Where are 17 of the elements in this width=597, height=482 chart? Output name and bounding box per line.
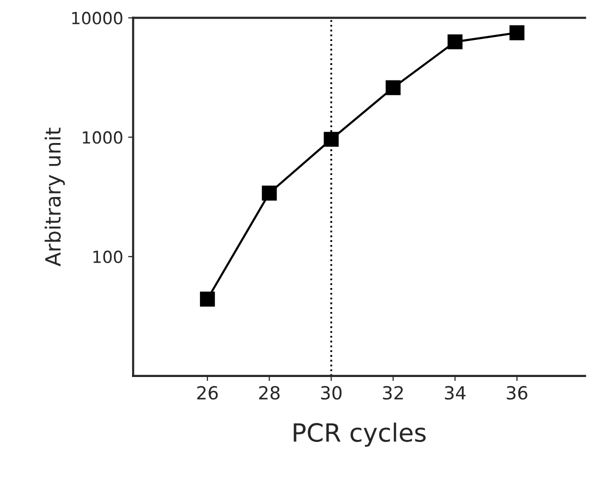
point	[509, 25, 524, 40]
x-tick-label: 36	[506, 386, 528, 400]
x-tick-label: 26	[197, 386, 218, 400]
y-tick-label: 100	[93, 250, 122, 264]
x-tick-label: 34	[444, 386, 466, 400]
point	[386, 80, 401, 96]
x-tick-label: 30	[321, 386, 342, 400]
point	[324, 132, 339, 147]
y-tick-label: 1000	[82, 131, 122, 144]
y-axis-title: Arbitrary unit	[44, 128, 65, 266]
x-tick-label: 32	[383, 386, 403, 400]
x-tick-label: 28	[259, 386, 280, 400]
point	[200, 292, 215, 307]
y-tick-label: 10000	[72, 12, 122, 24]
x-axis-title: PCR cycles	[294, 422, 426, 447]
point	[448, 34, 463, 50]
point	[262, 186, 277, 201]
